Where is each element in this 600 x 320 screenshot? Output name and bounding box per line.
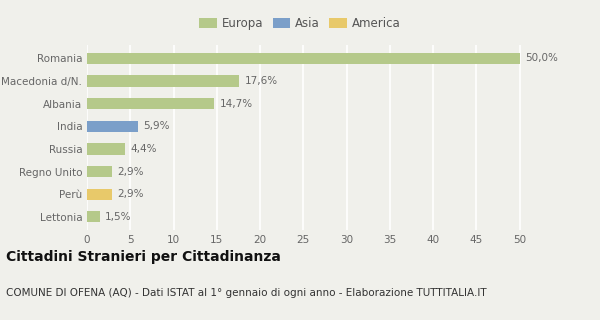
Text: 50,0%: 50,0% <box>525 53 558 63</box>
Bar <box>87 53 520 64</box>
Bar <box>87 143 125 155</box>
Text: 5,9%: 5,9% <box>143 121 170 131</box>
Text: 17,6%: 17,6% <box>245 76 278 86</box>
Text: 4,4%: 4,4% <box>130 144 157 154</box>
Bar <box>87 188 112 200</box>
Bar <box>87 121 138 132</box>
Bar <box>87 211 100 222</box>
Text: COMUNE DI OFENA (AQ) - Dati ISTAT al 1° gennaio di ogni anno - Elaborazione TUTT: COMUNE DI OFENA (AQ) - Dati ISTAT al 1° … <box>6 288 487 298</box>
Bar <box>87 166 112 177</box>
Bar <box>87 75 239 87</box>
Text: 1,5%: 1,5% <box>105 212 131 222</box>
Legend: Europa, Asia, America: Europa, Asia, America <box>194 12 406 35</box>
Text: 2,9%: 2,9% <box>117 189 144 199</box>
Bar <box>87 98 214 109</box>
Text: 14,7%: 14,7% <box>220 99 253 109</box>
Text: Cittadini Stranieri per Cittadinanza: Cittadini Stranieri per Cittadinanza <box>6 250 281 264</box>
Text: 2,9%: 2,9% <box>117 166 144 177</box>
